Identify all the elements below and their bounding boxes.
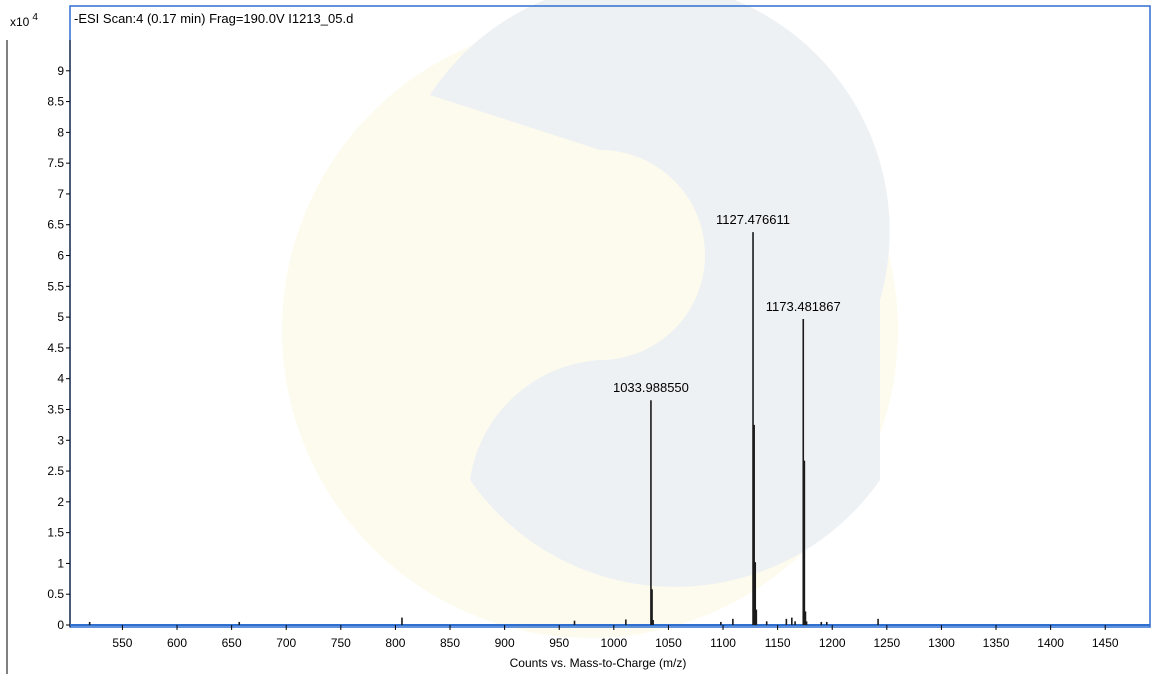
x-tick-label: 1000	[600, 636, 627, 650]
x-tick-label: 1300	[928, 636, 955, 650]
y-multiplier: x10 4	[10, 12, 38, 29]
y-tick-label: 5.5	[47, 279, 64, 293]
x-tick-label: 750	[331, 636, 351, 650]
y-tick-label: 6	[57, 249, 64, 263]
x-tick-label: 900	[495, 636, 515, 650]
y-tick-label: 0.5	[47, 587, 64, 601]
x-tick-label: 700	[276, 636, 296, 650]
x-tick-label: 1250	[873, 636, 900, 650]
y-tick-label: 8	[57, 125, 64, 139]
x-tick-label: 650	[222, 636, 242, 650]
chart-title: -ESI Scan:4 (0.17 min) Frag=190.0V I1213…	[74, 11, 353, 26]
y-tick-label: 1.5	[47, 526, 64, 540]
y-tick-label: 8.5	[47, 95, 64, 109]
peak-label: 1127.476611	[716, 212, 790, 227]
peak-label: 1033.988550	[613, 380, 689, 395]
y-tick-label: 2.5	[47, 464, 64, 478]
peak-label: 1173.481867	[766, 299, 841, 314]
x-tick-label: 1150	[765, 636, 791, 650]
x-tick-label: 1450	[1092, 636, 1119, 650]
y-tick-label: 9	[57, 64, 64, 78]
x-tick-label: 1350	[983, 636, 1010, 650]
y-tick-label: 5	[57, 310, 64, 324]
y-tick-label: 3.5	[47, 402, 64, 416]
x-tick-label: 1200	[819, 636, 846, 650]
x-tick-label: 1100	[710, 636, 736, 650]
x-tick-label: 950	[549, 636, 569, 650]
y-tick-label: 0	[57, 618, 64, 632]
y-tick-label: 4	[57, 372, 64, 386]
x-tick-label: 1050	[655, 636, 682, 650]
x-tick-label: 850	[440, 636, 460, 650]
y-tick-label: 7	[57, 187, 64, 201]
x-tick-label: 1400	[1037, 636, 1064, 650]
y-tick-label: 2	[57, 495, 64, 509]
x-tick-label: 550	[112, 636, 132, 650]
x-axis-label: Counts vs. Mass-to-Charge (m/z)	[510, 656, 687, 670]
y-tick-label: 1	[57, 556, 64, 570]
y-tick-label: 4.5	[47, 341, 64, 355]
y-tick-label: 7.5	[47, 156, 64, 170]
y-tick-label: 3	[57, 433, 64, 447]
x-tick-label: 800	[385, 636, 405, 650]
x-tick-label: 600	[167, 636, 187, 650]
watermark-logo	[282, 0, 898, 638]
y-tick-label: 6.5	[47, 218, 64, 232]
